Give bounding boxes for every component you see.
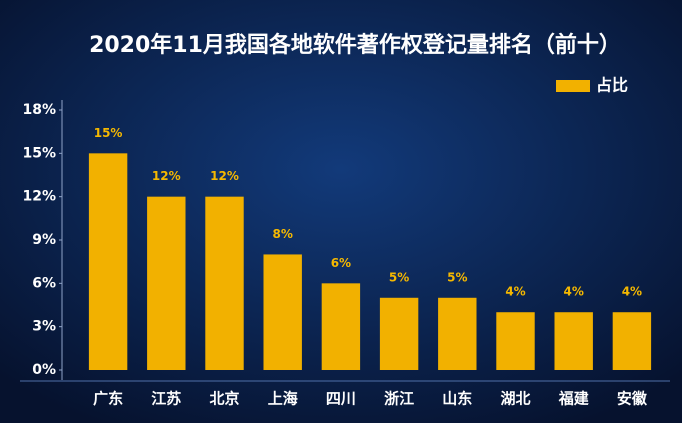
x-tick-label: 福建 <box>558 390 590 408</box>
y-tick-label: 3% <box>32 319 56 335</box>
x-tick-label: 广东 <box>93 390 123 408</box>
bar <box>205 196 244 370</box>
bar <box>88 153 128 370</box>
value-label: 4% <box>622 285 642 299</box>
x-tick-label: 四川 <box>326 390 356 408</box>
value-label: 12% <box>152 169 181 183</box>
bar <box>263 254 302 370</box>
value-label: 4% <box>505 285 525 299</box>
value-label: 5% <box>389 270 409 284</box>
x-tick-label: 湖北 <box>500 390 530 408</box>
legend-label: 占比 <box>596 76 628 95</box>
x-tick-label: 江苏 <box>151 390 181 408</box>
y-tick-label: 0% <box>32 362 56 378</box>
y-tick-label: 18% <box>22 102 56 118</box>
value-label: 15% <box>94 126 123 140</box>
value-label: 4% <box>564 285 584 299</box>
chart-title: 2020年11月我国各地软件著作权登记量排名（前十） <box>89 32 621 58</box>
x-tick-label: 安徽 <box>617 390 648 408</box>
y-tick-label: 15% <box>22 145 56 161</box>
value-label: 6% <box>331 256 351 270</box>
legend-swatch <box>556 80 590 92</box>
x-tick-label: 浙江 <box>384 390 414 408</box>
x-tick-label: 山东 <box>442 390 472 408</box>
bar <box>612 312 652 370</box>
value-label: 12% <box>210 169 239 183</box>
y-tick-label: 6% <box>32 275 56 291</box>
bar <box>496 312 535 370</box>
y-tick-label: 12% <box>22 189 56 205</box>
value-label: 8% <box>273 227 293 241</box>
bar <box>438 297 477 370</box>
y-tick-label: 9% <box>32 232 56 248</box>
bar <box>554 312 593 370</box>
value-label: 5% <box>447 270 467 284</box>
x-tick-label: 上海 <box>268 390 298 408</box>
bar <box>321 283 361 370</box>
x-tick-label: 北京 <box>209 390 239 408</box>
bar <box>147 196 186 370</box>
bar <box>379 297 419 370</box>
